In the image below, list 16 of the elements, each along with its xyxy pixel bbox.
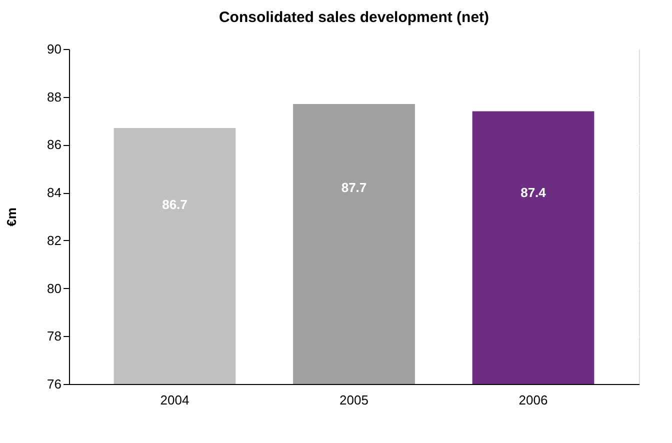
- data-label: 87.4: [520, 185, 547, 200]
- y-axis-title: €m: [4, 208, 20, 226]
- y-tick-label: 88: [47, 89, 62, 104]
- x-tick-label: 2004: [160, 392, 190, 408]
- x-tick-label: 2005: [340, 392, 368, 408]
- y-tick-label: 86: [47, 137, 62, 152]
- y-tick-label: 82: [47, 232, 62, 248]
- x-tick-label: 2006: [518, 392, 548, 408]
- data-label: 86.7: [162, 196, 188, 212]
- y-tick-label: 76: [47, 376, 62, 392]
- y-tick-label: 90: [47, 42, 62, 56]
- y-tick-label: 80: [47, 280, 62, 296]
- chart-title: Consolidated sales development (net): [218, 9, 490, 26]
- data-label: 87.7: [341, 180, 367, 196]
- y-tick-label: 84: [47, 185, 62, 200]
- y-tick-label: 78: [47, 328, 62, 344]
